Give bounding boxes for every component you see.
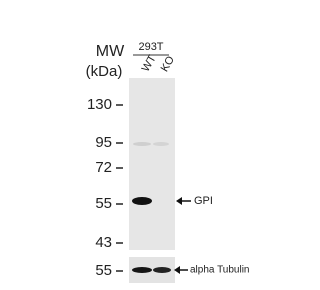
- upper-membrane: [129, 78, 175, 250]
- marker-label: 95: [95, 134, 112, 151]
- marker-label: 55: [95, 195, 112, 212]
- gpi-band: [132, 197, 152, 205]
- faint-band: [133, 142, 151, 146]
- tubulin-band: [132, 267, 152, 273]
- control-label: alpha Tubulin: [190, 265, 250, 276]
- marker-label: 130: [87, 96, 112, 113]
- marker-label: 55: [95, 262, 112, 279]
- mw-label: MW: [96, 43, 125, 60]
- faint-band: [153, 142, 169, 146]
- unit-label: (kDa): [86, 63, 123, 80]
- target-label: GPI: [194, 195, 213, 207]
- blot-figure: MW (kDa) 293T WT KO 130 95 72 55 43 55 G…: [0, 0, 284, 290]
- marker-label: 72: [95, 159, 112, 176]
- cell-line: 293T: [138, 41, 163, 53]
- tubulin-band: [153, 267, 171, 273]
- marker-label: 43: [95, 234, 112, 251]
